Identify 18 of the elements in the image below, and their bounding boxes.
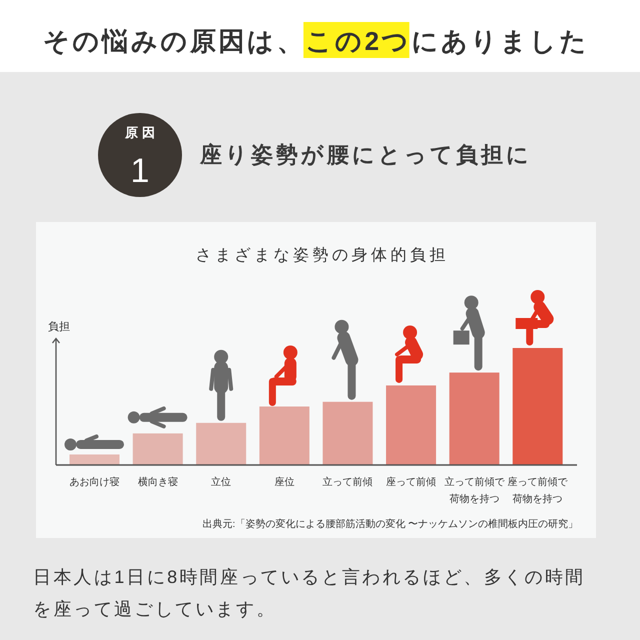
chart-title: さまざまな姿勢の身体的負担 [195, 246, 449, 264]
text: 座り姿勢が腰にとって負担に [199, 142, 532, 167]
x-tick-label: 座って前傾 [386, 476, 436, 488]
text: この2つ [305, 26, 412, 56]
x-tick-label: 座って前傾で荷物を持つ [508, 476, 569, 505]
x-tick-label: 立位 [211, 476, 232, 488]
text: 原因 [124, 125, 159, 140]
x-tick-label: 座位 [274, 476, 294, 488]
text: 日本人は1日に8時間座っていると言われるほど、多くの時間を座って過ごしています。 [33, 567, 586, 619]
text: その悩みの原因は、 [43, 26, 306, 56]
x-tick-label: 立って前傾で荷物を持つ [444, 476, 506, 505]
x-tick-label: あお向け寝 [70, 476, 120, 488]
x-tick-label: 立って前傾 [322, 476, 373, 488]
y-axis-title: 負担 [48, 321, 70, 333]
x-tick-label: 横向き寝 [138, 476, 178, 488]
text: 1 [130, 152, 150, 190]
text: にありました [411, 26, 589, 56]
text: 出典元:「姿勢の変化による腰部筋活動の変化 〜ナッケムソンの椎間板内圧の研究」 [202, 518, 578, 530]
